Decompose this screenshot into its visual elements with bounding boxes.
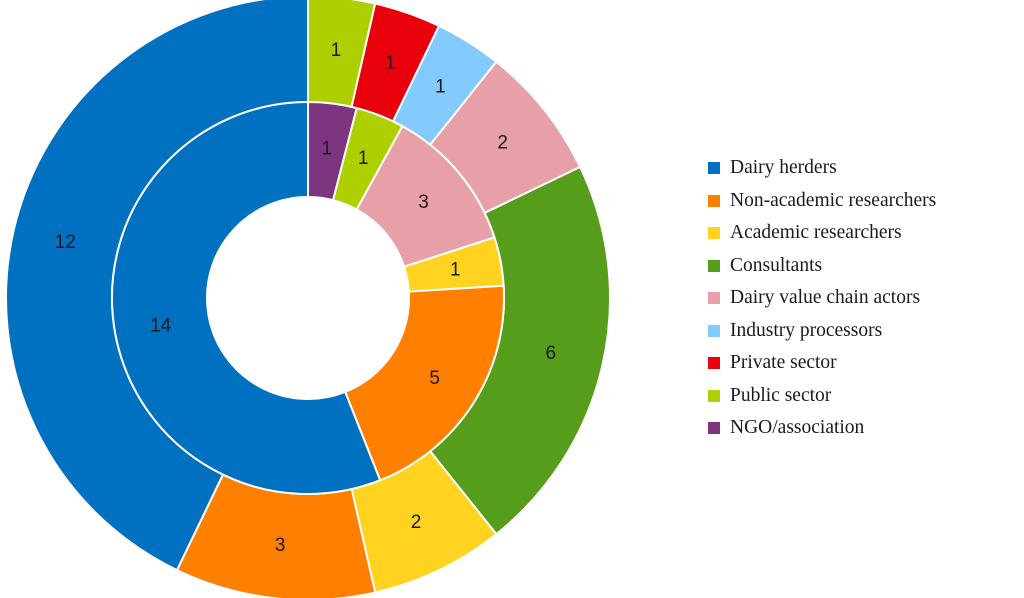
legend-item-private-sector: Private sector	[708, 347, 936, 380]
inner-value-label-non-academic-researchers: 5	[429, 368, 440, 389]
legend-label: Non-academic researchers	[730, 189, 937, 211]
outer-value-label-public-sector: 1	[331, 40, 342, 61]
legend-label: Private sector	[730, 352, 837, 374]
legend-label: Public sector	[730, 384, 832, 406]
legend-swatch	[708, 259, 720, 272]
legend-swatch	[708, 227, 720, 240]
inner-slice-dairy-herders	[111, 100, 382, 495]
legend-swatch	[708, 389, 720, 402]
outer-value-label-dairy-value-chain-actors: 2	[497, 132, 508, 153]
inner-slice-non-academic-researchers	[343, 284, 505, 482]
legend-item-academic-researchers: Academic researchers	[708, 217, 936, 250]
outer-ring	[5, 0, 611, 598]
legend-label: Industry processors	[730, 319, 883, 341]
legend-label: NGO/association	[730, 417, 865, 439]
legend-label: Academic researchers	[730, 222, 902, 244]
outer-value-label-consultants: 6	[545, 343, 556, 364]
inner-value-label-dairy-value-chain-actors: 3	[418, 192, 429, 213]
outer-value-label-non-academic-researchers: 3	[275, 535, 286, 556]
outer-value-label-dairy-herders: 12	[55, 232, 76, 253]
legend-label: Dairy value chain actors	[730, 287, 921, 309]
legend-item-public-sector: Public sector	[708, 380, 936, 413]
legend-item-industry-processors: Industry processors	[708, 315, 936, 348]
legend: Dairy herders Non-academic researchers Aca…	[708, 152, 936, 445]
legend-label: Consultants	[730, 254, 823, 276]
outer-value-label-industry-processors: 1	[435, 77, 446, 98]
inner-ring	[111, 100, 505, 495]
legend-item-consultants: Consultants	[708, 250, 936, 283]
legend-swatch	[708, 324, 720, 337]
inner-value-label-ngo-association: 1	[322, 139, 333, 160]
legend-swatch	[708, 162, 720, 175]
legend-swatch	[708, 292, 720, 305]
legend-swatch	[708, 194, 720, 207]
legend-swatch	[708, 357, 720, 370]
legend-swatch	[708, 422, 720, 435]
legend-item-dairy-herders: Dairy herders	[708, 152, 936, 185]
inner-value-label-academic-researchers: 1	[450, 259, 461, 280]
legend-item-non-academic-researchers: Non-academic researchers	[708, 185, 936, 218]
legend-item-ngo-association: NGO/association	[708, 412, 936, 445]
legend-item-dairy-value-chain-actors: Dairy value chain actors	[708, 282, 936, 315]
legend-label: Dairy herders	[730, 157, 837, 179]
inner-value-label-public-sector: 1	[358, 148, 369, 169]
outer-value-label-academic-researchers: 2	[411, 512, 422, 533]
inner-value-label-dairy-herders: 14	[150, 316, 172, 337]
outer-value-label-private-sector: 1	[385, 52, 396, 73]
